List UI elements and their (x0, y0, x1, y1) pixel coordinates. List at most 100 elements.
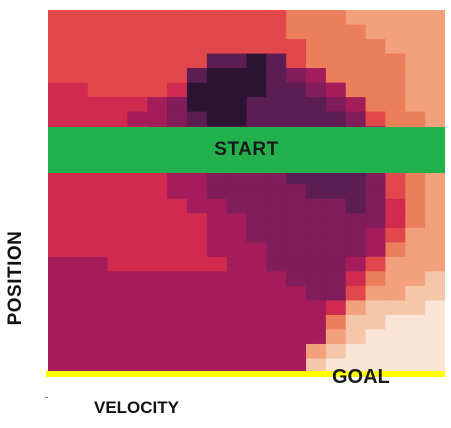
heatmap-cell (385, 242, 406, 258)
heatmap-cell (306, 39, 327, 55)
heatmap-cell (167, 68, 188, 84)
heatmap-cell (127, 184, 148, 200)
heatmap-cell (246, 198, 267, 214)
heatmap-cell (246, 256, 267, 272)
heatmap-cell (87, 68, 109, 84)
heatmap-cell (286, 300, 307, 316)
heatmap-cell (107, 256, 128, 272)
heatmap-cell (266, 256, 287, 272)
heatmap-cell (325, 271, 347, 287)
heatmap-cell (425, 68, 445, 84)
heatmap-cell (266, 10, 287, 26)
heatmap-cell (425, 358, 445, 373)
heatmap-cell (306, 111, 327, 127)
heatmap-cell (405, 227, 426, 243)
heatmap-cell (147, 213, 168, 229)
heatmap-cell (48, 68, 69, 84)
heatmap-cell (147, 314, 168, 331)
heatmap-cell (385, 343, 406, 360)
heatmap-cell (67, 97, 89, 113)
heatmap-cell (206, 343, 228, 360)
heatmap-cell (48, 300, 69, 316)
heatmap-cell (186, 39, 208, 55)
heatmap-cell (167, 169, 188, 185)
heatmap-cell (147, 169, 168, 185)
heatmap-cell (48, 10, 69, 26)
heatmap-cell (325, 242, 347, 258)
heatmap-cell (87, 242, 109, 258)
heatmap-cell (167, 227, 188, 243)
heatmap-cell (425, 242, 445, 258)
heatmap-cell (186, 314, 208, 331)
heatmap-cell (246, 343, 267, 360)
heatmap-cell (345, 53, 367, 69)
heatmap-cell (365, 314, 387, 331)
heatmap-cell (226, 285, 248, 301)
heatmap-cell (325, 256, 347, 272)
heatmap-cell (365, 97, 387, 113)
heatmap-cell (345, 227, 367, 243)
heatmap-cell (147, 68, 168, 84)
heatmap-cell (425, 213, 445, 229)
heatmap-cell (345, 10, 367, 26)
heatmap-cell (147, 111, 168, 127)
heatmap-cell (345, 184, 367, 200)
heatmap-cell (186, 184, 208, 200)
heatmap-cell (67, 300, 89, 316)
heatmap-cell (425, 300, 445, 316)
heatmap-cell (385, 198, 406, 214)
heatmap-cell (48, 285, 69, 301)
heatmap-cell (226, 10, 248, 26)
heatmap-cell (127, 10, 148, 26)
heatmap-cell (107, 242, 128, 258)
heatmap-cell (286, 53, 307, 69)
heatmap-cell (266, 358, 287, 373)
heatmap-cell (67, 53, 89, 69)
heatmap-cell (246, 184, 267, 200)
heatmap-cell (306, 271, 327, 287)
heatmap-cell (405, 358, 426, 373)
heatmap-cell (405, 97, 426, 113)
heatmap-cell (266, 329, 287, 345)
heatmap-cell (107, 39, 128, 55)
heatmap-cell (325, 184, 347, 200)
heatmap-cell (206, 271, 228, 287)
heatmap-cell (306, 300, 327, 316)
heatmap-cell (266, 343, 287, 360)
heatmap-cell (147, 358, 168, 373)
axis-tick-mark (45, 397, 48, 398)
heatmap-cell (186, 198, 208, 214)
heatmap-cell (67, 227, 89, 243)
heatmap-cell (127, 256, 148, 272)
heatmap-cell (286, 198, 307, 214)
heatmap-cell (147, 227, 168, 243)
heatmap-cell (266, 285, 287, 301)
heatmap-cell (107, 285, 128, 301)
heatmap-cell (67, 68, 89, 84)
heatmap-cell (246, 329, 267, 345)
heatmap-cell (266, 314, 287, 331)
heatmap-cell (345, 97, 367, 113)
heatmap-cell (365, 24, 387, 40)
heatmap-cell (226, 53, 248, 69)
heatmap-cell (87, 300, 109, 316)
heatmap-cell (385, 39, 406, 55)
heatmap-cell (246, 39, 267, 55)
heatmap-cell (107, 184, 128, 200)
heatmap-cell (206, 39, 228, 55)
heatmap-cell (206, 111, 228, 127)
heatmap-cell (186, 329, 208, 345)
heatmap-cell (325, 343, 347, 360)
heatmap-cell (405, 24, 426, 40)
heatmap-cell (127, 227, 148, 243)
heatmap-cell (87, 169, 109, 185)
heatmap-cell (405, 329, 426, 345)
heatmap-cell (147, 256, 168, 272)
heatmap-cell (107, 82, 128, 98)
heatmap-cell (226, 24, 248, 40)
heatmap-cell (127, 300, 148, 316)
heatmap-cell (186, 358, 208, 373)
start-label: START (214, 139, 279, 160)
heatmap-cell (286, 111, 307, 127)
heatmap-cell (266, 271, 287, 287)
